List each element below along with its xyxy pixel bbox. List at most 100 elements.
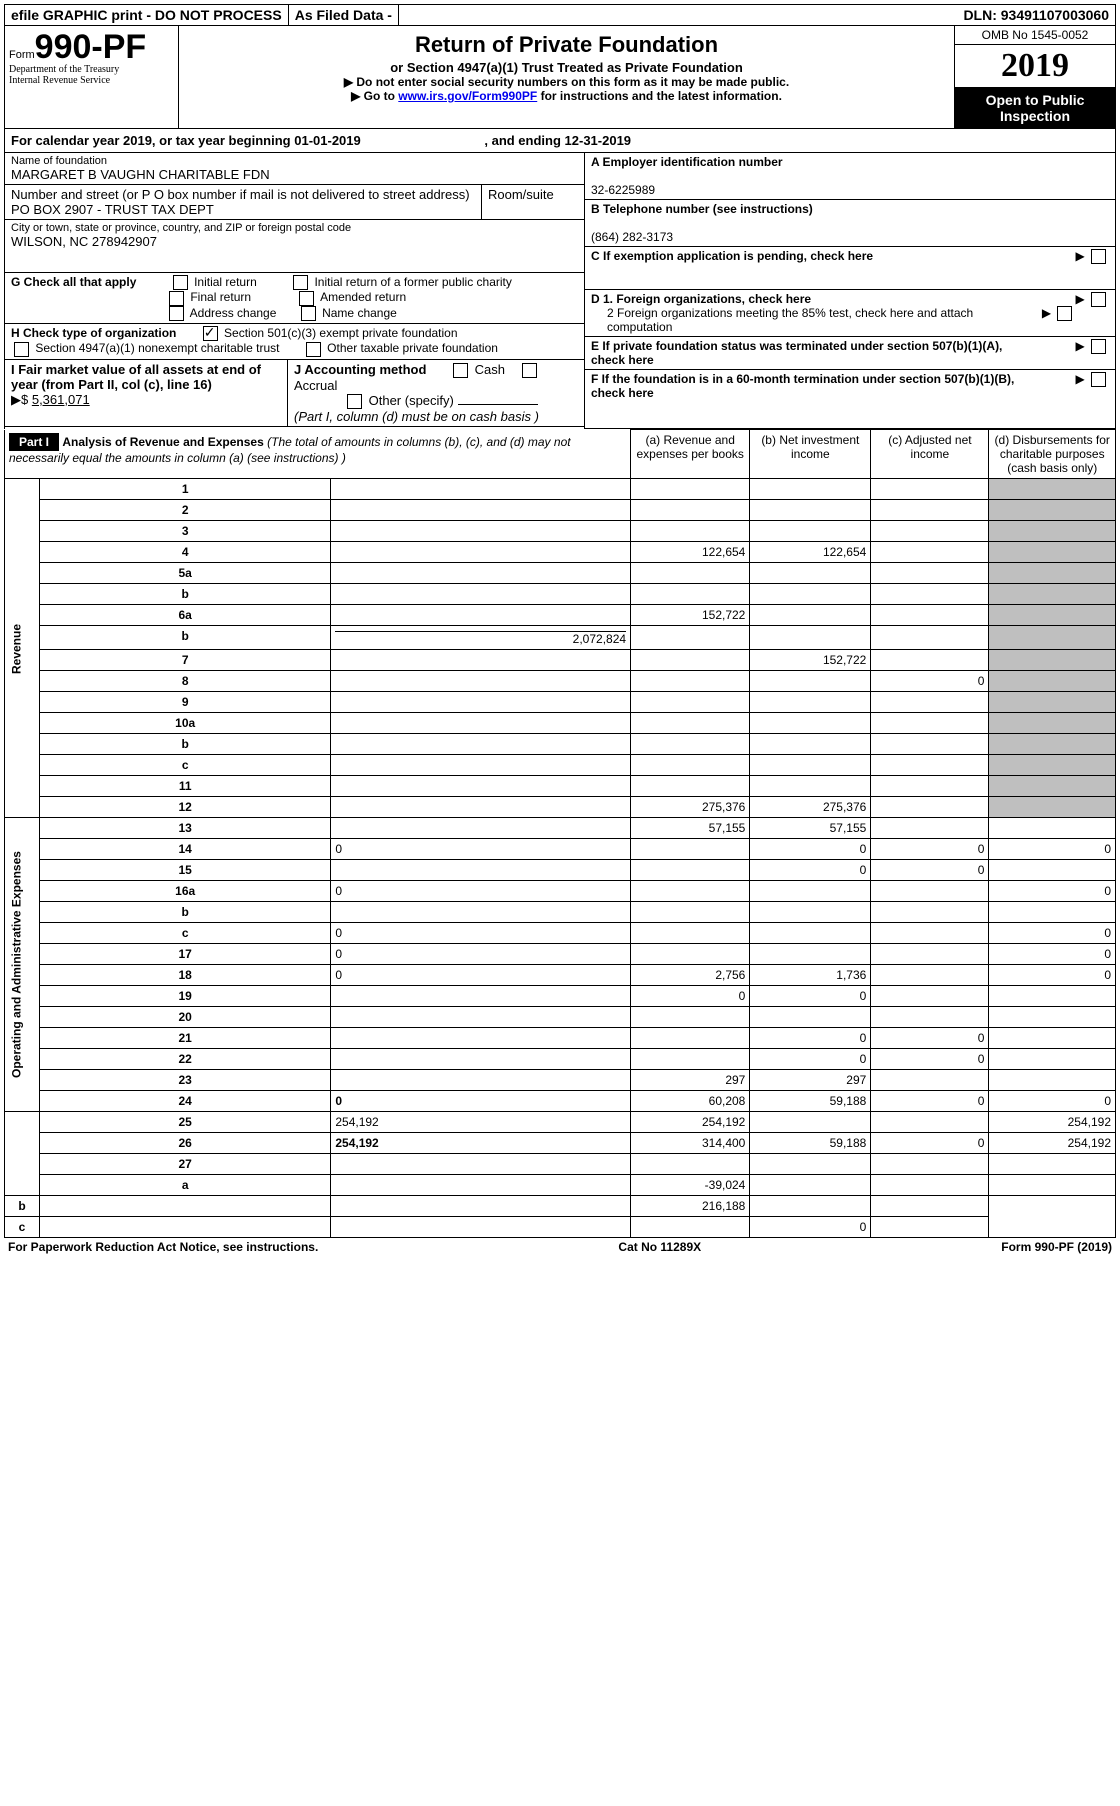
row-2: 2 [5, 500, 1116, 521]
row-b: b 2,072,824 [5, 626, 1116, 650]
col-a-hdr: (a) Revenue and expenses per books [631, 430, 750, 479]
row-22: 22 0 0 [5, 1049, 1116, 1070]
chk-501c3[interactable] [203, 326, 218, 341]
footer-right: Form 990-PF (2019) [1001, 1240, 1112, 1254]
row-25: 25 254,192 254,192 254,192 [5, 1112, 1116, 1133]
row-c: c 0 0 [5, 923, 1116, 944]
row-4: 4 122,654 122,654 [5, 542, 1116, 563]
form-title: Return of Private Foundation [183, 32, 950, 58]
row-18: 18 0 2,756 1,736 0 [5, 965, 1116, 986]
row-5a: 5a [5, 563, 1116, 584]
chk-other-tax[interactable] [306, 342, 321, 357]
chk-final[interactable] [169, 291, 184, 306]
chk-4947[interactable] [14, 342, 29, 357]
col-b-hdr: (b) Net investment income [750, 430, 871, 479]
chk-exemption[interactable] [1091, 249, 1106, 264]
row-c: c 0 [5, 1217, 1116, 1238]
row-8: 8 0 [5, 671, 1116, 692]
entity-info: Name of foundation MARGARET B VAUGHN CHA… [4, 153, 1116, 429]
dln: DLN: 93491107003060 [957, 5, 1115, 25]
chk-address[interactable] [169, 306, 184, 321]
row-23: 23 297 297 [5, 1070, 1116, 1091]
d-cell: D 1. Foreign organizations, check here▶ … [585, 290, 1115, 337]
city-cell: City or town, state or province, country… [5, 220, 584, 273]
chk-d1[interactable] [1091, 292, 1106, 307]
chk-d2[interactable] [1057, 306, 1072, 321]
footer-left: For Paperwork Reduction Act Notice, see … [8, 1240, 318, 1254]
top-bar: efile GRAPHIC print - DO NOT PROCESS As … [4, 4, 1116, 26]
col-d-hdr: (d) Disbursements for charitable purpose… [989, 430, 1116, 479]
b-cell: B Telephone number (see instructions) (8… [585, 200, 1115, 247]
row-6a: 6a 152,722 [5, 605, 1116, 626]
h-row: H Check type of organization Section 501… [5, 324, 584, 360]
header-right: OMB No 1545-0052 2019 Open to Public Ins… [954, 26, 1115, 128]
col-c-hdr: (c) Adjusted net income [871, 430, 989, 479]
row-10a: 10a [5, 713, 1116, 734]
address-cell: Number and street (or P O box number if … [5, 185, 482, 219]
c-cell: C If exemption application is pending, c… [585, 247, 1115, 290]
row-a: a -39,024 [5, 1175, 1116, 1196]
row-7: 7 152,722 [5, 650, 1116, 671]
expenses-label: Operating and Administrative Expenses [5, 818, 40, 1112]
part1-header: Part I [9, 433, 59, 451]
row-b: b [5, 584, 1116, 605]
row-13: Operating and Administrative Expenses 13… [5, 818, 1116, 839]
page-footer: For Paperwork Reduction Act Notice, see … [4, 1238, 1116, 1256]
omb-number: OMB No 1545-0052 [955, 26, 1115, 45]
f-cell: F If the foundation is in a 60-month ter… [585, 370, 1115, 429]
row-19: 19 0 0 [5, 986, 1116, 1007]
e-cell: E If private foundation status was termi… [585, 337, 1115, 370]
instructions-link[interactable]: www.irs.gov/Form990PF [398, 89, 537, 103]
row-c: c [5, 755, 1116, 776]
header-left: Form990-PF Department of the Treasury In… [5, 26, 179, 128]
chk-cash[interactable] [453, 363, 468, 378]
row-b: b [5, 902, 1116, 923]
form-header: Form990-PF Department of the Treasury In… [4, 26, 1116, 129]
row-17: 17 0 0 [5, 944, 1116, 965]
chk-initial-former[interactable] [293, 275, 308, 290]
part1-table: Part I Analysis of Revenue and Expenses … [4, 429, 1116, 1238]
row-20: 20 [5, 1007, 1116, 1028]
chk-amended[interactable] [299, 291, 314, 306]
calendar-year-row: For calendar year 2019, or tax year begi… [4, 129, 1116, 153]
as-filed: As Filed Data - [289, 5, 399, 25]
dept-irs: Internal Revenue Service [9, 75, 174, 86]
row-15: 15 0 0 [5, 860, 1116, 881]
row-27: 27 [5, 1154, 1116, 1175]
row-11: 11 [5, 776, 1116, 797]
room-cell: Room/suite [482, 185, 584, 219]
row-21: 21 0 0 [5, 1028, 1116, 1049]
row-b: b 216,188 [5, 1196, 1116, 1217]
header-mid: Return of Private Foundation or Section … [179, 26, 954, 128]
chk-accrual[interactable] [522, 363, 537, 378]
row-12: 12 275,376 275,376 [5, 797, 1116, 818]
row-3: 3 [5, 521, 1116, 542]
tax-year: 2019 [955, 45, 1115, 88]
form-label: Form [9, 49, 35, 61]
row-14: 14 0 0 0 0 [5, 839, 1116, 860]
efile-notice: efile GRAPHIC print - DO NOT PROCESS [5, 5, 289, 25]
i-cell: I Fair market value of all assets at end… [5, 360, 288, 426]
chk-other-method[interactable] [347, 394, 362, 409]
chk-f[interactable] [1091, 372, 1106, 387]
j-cell: J Accounting method Cash Accrual Other (… [288, 360, 584, 426]
open-inspection: Open to Public Inspection [955, 88, 1115, 128]
row-b: b [5, 734, 1116, 755]
row-16a: 16a 0 0 [5, 881, 1116, 902]
chk-e[interactable] [1091, 339, 1106, 354]
row-24: 24 0 60,208 59,188 0 0 [5, 1091, 1116, 1112]
instr-2: ▶ Go to www.irs.gov/Form990PF for instru… [183, 89, 950, 103]
name-cell: Name of foundation MARGARET B VAUGHN CHA… [5, 153, 584, 185]
row-9: 9 [5, 692, 1116, 713]
footer-mid: Cat No 11289X [618, 1240, 701, 1254]
form-subtitle: or Section 4947(a)(1) Trust Treated as P… [183, 60, 950, 75]
a-cell: A Employer identification number 32-6225… [585, 153, 1115, 200]
row-1: Revenue 1 [5, 479, 1116, 500]
chk-name[interactable] [301, 306, 316, 321]
row-26: 26 254,192 314,400 59,188 0 254,192 [5, 1133, 1116, 1154]
revenue-label: Revenue [5, 479, 40, 818]
g-row: G Check all that apply Initial return In… [5, 273, 584, 324]
form-number: 990-PF [35, 28, 147, 66]
chk-initial[interactable] [173, 275, 188, 290]
dept-treasury: Department of the Treasury [9, 64, 174, 75]
